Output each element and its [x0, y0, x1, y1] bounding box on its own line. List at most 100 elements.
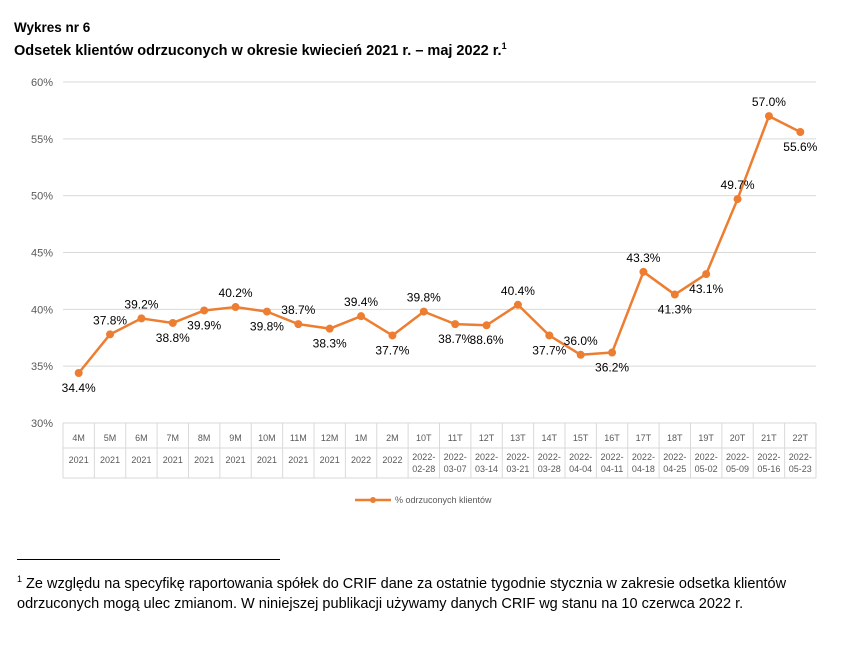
data-label: 49.7% — [721, 178, 755, 192]
data-point — [733, 195, 742, 204]
series-line — [77, 114, 801, 374]
x-tick-sublabel: 05-09 — [726, 464, 749, 474]
x-tick-label: 7M — [167, 433, 180, 443]
data-point — [576, 350, 585, 359]
x-tick-label: 11T — [448, 433, 463, 443]
data-label: 39.8% — [250, 320, 284, 334]
line-chart: 30% 35% 40% 45% 50% 55% 60% 4M 2021 5M 2021 6M 2021 7… — [31, 77, 818, 505]
x-tick-label: 4M — [72, 433, 85, 443]
data-point — [482, 321, 491, 330]
x-tick-label: 2M — [386, 433, 399, 443]
data-point — [796, 128, 805, 137]
x-tick-label: 17T — [636, 433, 652, 443]
data-point — [262, 307, 271, 316]
x-tick-sublabel: 2021 — [257, 455, 277, 465]
footnote-mark: 1 — [17, 574, 23, 584]
data-label: 57.0% — [752, 95, 786, 109]
x-tick-label: 8M — [198, 433, 211, 443]
y-tick-label: 30% — [31, 418, 53, 430]
x-tick-label: 16T — [604, 433, 620, 443]
data-point — [106, 330, 115, 339]
chart-title-text: Odsetek klientów odrzuconych w okresie k… — [14, 42, 502, 59]
x-tick-label: 5M — [104, 433, 117, 443]
data-point — [702, 270, 711, 279]
data-label: 38.7% — [438, 332, 472, 346]
data-label: 36.2% — [595, 361, 629, 375]
data-label: 43.3% — [626, 251, 660, 265]
x-tick-label: 18T — [667, 433, 683, 443]
x-tick-label: 11M — [290, 433, 307, 443]
x-tick-label: 1M — [355, 433, 368, 443]
x-tick-sublabel: 02-28 — [412, 464, 435, 474]
data-label: 38.6% — [470, 333, 504, 347]
x-tick-sublabel: 2022- — [569, 452, 592, 462]
chart-label: Wykres nr 6 — [14, 20, 91, 35]
x-tick-label: 12T — [479, 433, 495, 443]
y-tick-label: 55% — [31, 134, 53, 146]
x-tick-sublabel: 2022- — [444, 452, 467, 462]
y-tick-label: 60% — [31, 77, 53, 89]
x-tick-sublabel: 2021 — [69, 455, 89, 465]
legend-label: % odrzuconych klientów — [395, 495, 492, 505]
data-label: 38.7% — [281, 303, 315, 317]
x-tick-sublabel: 05-16 — [757, 464, 780, 474]
data-point — [168, 318, 177, 327]
data-label: 39.4% — [344, 295, 378, 309]
legend-marker — [370, 497, 376, 503]
x-tick-sublabel: 2022- — [538, 452, 561, 462]
x-tick-sublabel: 2021 — [163, 455, 183, 465]
x-tick-sublabel: 2022- — [726, 452, 749, 462]
chart-title: Odsetek klientów odrzuconych w okresie k… — [14, 41, 507, 59]
data-point — [670, 290, 679, 299]
x-tick-label: 14T — [542, 433, 558, 443]
data-point — [231, 303, 240, 312]
x-tick-sublabel: 2022 — [351, 455, 371, 465]
x-tick-sublabel: 2022 — [382, 455, 402, 465]
x-tick-sublabel: 04-18 — [632, 464, 655, 474]
x-tick-sublabel: 2022- — [757, 452, 780, 462]
x-tick-sublabel: 2022- — [789, 452, 812, 462]
x-tick-sublabel: 2022- — [601, 452, 624, 462]
x-tick-sublabel: 2021 — [226, 455, 246, 465]
x-tick-sublabel: 2022- — [663, 452, 686, 462]
x-tick-label: 10M — [258, 433, 276, 443]
x-tick-label: 15T — [573, 433, 589, 443]
data-point — [639, 267, 648, 276]
x-tick-sublabel: 2021 — [194, 455, 214, 465]
x-tick-sublabel: 03-21 — [506, 464, 529, 474]
data-label: 34.4% — [62, 381, 96, 395]
x-tick-sublabel: 2022- — [695, 452, 718, 462]
x-tick-sublabel: 2021 — [131, 455, 151, 465]
data-label: 40.4% — [501, 284, 535, 298]
data-label: 55.6% — [783, 140, 817, 154]
data-label: 36.0% — [564, 334, 598, 348]
x-tick-sublabel: 04-11 — [601, 464, 623, 474]
x-tick-sublabel: 2021 — [288, 455, 308, 465]
x-tick-sublabel: 2021 — [100, 455, 120, 465]
footnote-text: Ze względu na specyfikę raportowania spó… — [17, 575, 787, 612]
data-label: 39.2% — [124, 297, 158, 311]
x-tick-sublabel: 2021 — [320, 455, 340, 465]
x-tick-sublabel: 2022- — [475, 452, 498, 462]
x-tick-sublabel: 03-07 — [444, 464, 467, 474]
y-tick-label: 45% — [31, 248, 53, 260]
x-tick-sublabel: 2022- — [632, 452, 655, 462]
x-tick-sublabel: 05-23 — [789, 464, 812, 474]
x-tick-label: 6M — [135, 433, 148, 443]
data-label: 40.2% — [219, 286, 253, 300]
y-tick-label: 40% — [31, 304, 53, 316]
data-label: 38.3% — [313, 337, 347, 351]
data-label: 37.7% — [375, 343, 409, 357]
data-point — [357, 312, 366, 321]
x-tick-label: 21T — [761, 433, 777, 443]
data-label: 38.8% — [156, 331, 190, 345]
x-tick-label: 10T — [416, 433, 432, 443]
x-tick-sublabel: 03-28 — [538, 464, 561, 474]
data-label: 39.9% — [187, 318, 221, 332]
x-tick-label: 9M — [229, 433, 242, 443]
data-point — [513, 300, 522, 309]
data-point — [388, 331, 397, 340]
x-tick-label: 20T — [730, 433, 746, 443]
data-point — [325, 324, 334, 333]
x-tick-sublabel: 03-14 — [475, 464, 498, 474]
